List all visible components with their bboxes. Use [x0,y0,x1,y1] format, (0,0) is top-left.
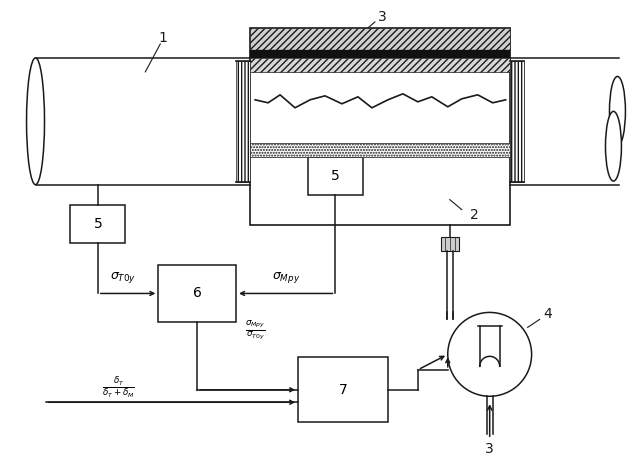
Bar [298,357,388,422]
Ellipse shape [609,76,625,146]
Text: 2: 2 [470,207,479,222]
Bar [441,237,459,251]
Text: $\sigma_{Mpy}$: $\sigma_{Mpy}$ [271,270,300,285]
Text: 3: 3 [485,442,494,456]
Ellipse shape [605,111,621,181]
Bar [158,265,236,322]
Text: $\frac{\delta_T}{\delta_T+\delta_M}$: $\frac{\delta_T}{\delta_T+\delta_M}$ [102,375,135,400]
Ellipse shape [26,58,45,185]
Text: 6: 6 [193,286,202,300]
Text: 3: 3 [378,10,387,24]
Bar [509,61,524,182]
Circle shape [448,312,532,396]
Bar [308,157,363,195]
Bar [250,28,509,224]
Text: 5: 5 [331,169,340,183]
Bar [250,50,509,58]
Bar [236,61,250,182]
Text: 1: 1 [159,31,168,45]
Bar [250,58,509,72]
Text: 5: 5 [93,217,102,230]
Bar [250,28,509,50]
Text: $\sigma_{T0y}$: $\sigma_{T0y}$ [110,270,136,285]
Text: 7: 7 [339,383,348,397]
Text: $\frac{\sigma_{Mpy}}{\sigma_{T0y}}$: $\frac{\sigma_{Mpy}}{\sigma_{T0y}}$ [245,318,266,341]
Text: 4: 4 [543,307,552,322]
Bar [70,205,125,243]
Bar [250,143,509,157]
